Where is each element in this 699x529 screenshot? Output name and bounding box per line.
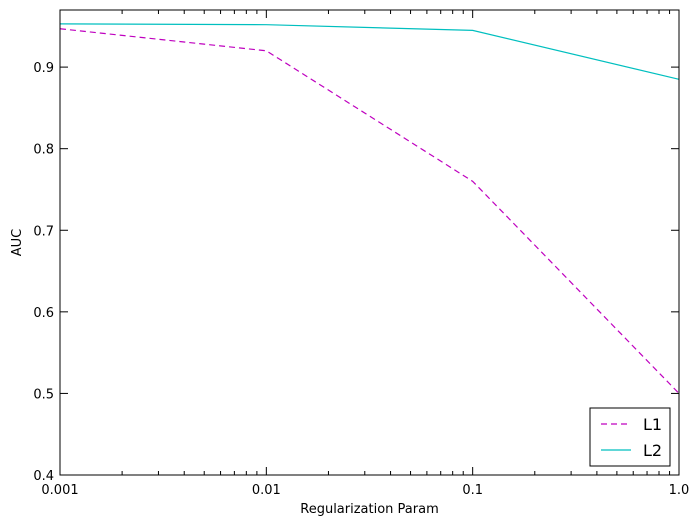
y-tick-label: 0.5 — [33, 387, 54, 402]
legend-label-l2: L2 — [643, 441, 662, 460]
legend: L1 L2 — [589, 407, 671, 467]
x-tick-label: 0.1 — [462, 483, 483, 498]
y-tick-label: 0.9 — [33, 61, 54, 76]
series-line-l1 — [59, 28, 680, 394]
legend-box — [589, 407, 671, 467]
legend-label-l1: L1 — [643, 415, 662, 434]
x-tick-label: 0.001 — [41, 483, 78, 498]
y-tick-label: 0.7 — [33, 224, 54, 239]
y-tick-label: 0.4 — [33, 469, 54, 484]
y-axis-label: AUC — [10, 229, 25, 257]
x-tick-label: 0.01 — [252, 483, 281, 498]
plot-frame — [59, 9, 680, 476]
y-tick-label: 0.8 — [33, 143, 54, 158]
x-axis-label: Regularization Param — [300, 502, 439, 517]
series-layer — [59, 23, 680, 394]
x-tick-label: 1.0 — [669, 483, 690, 498]
series-line-l2 — [59, 23, 680, 80]
y-tick-label: 0.6 — [33, 306, 54, 321]
